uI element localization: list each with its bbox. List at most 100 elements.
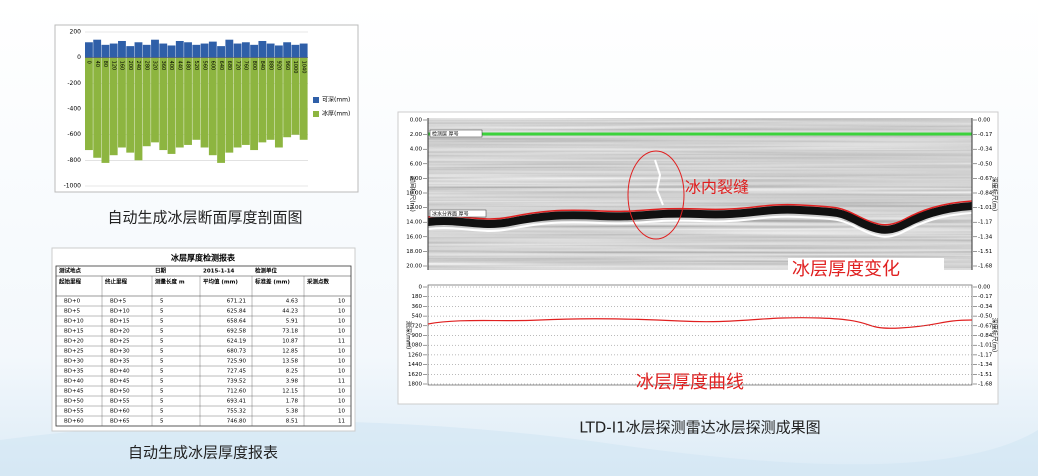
cell: BD+25 [110, 339, 130, 345]
interface-label: 冰水分界面 厚号 [432, 211, 469, 218]
cell: 13.58 [282, 359, 298, 365]
cell: 10 [338, 399, 345, 405]
cell: 5 [160, 389, 164, 395]
cell: 44.23 [282, 309, 298, 315]
axis-title: 深度标尺(m) [991, 318, 999, 353]
tick-label: -1.01 [978, 343, 992, 349]
x-tick-label: 1040 [300, 61, 306, 74]
x-tick-label: 480 [185, 61, 191, 71]
y-tick-label: -200 [67, 80, 81, 87]
cell: 11 [338, 379, 345, 385]
bar [151, 57, 159, 143]
cell: BD+10 [64, 319, 84, 325]
bar [241, 57, 250, 145]
tick-label: -1.51 [978, 372, 992, 378]
bar [291, 44, 300, 58]
cell: 5.91 [286, 319, 298, 325]
bar [151, 39, 159, 58]
tick-label: 0.00 [410, 118, 423, 124]
legend-label: 冰厚(mm) [322, 110, 350, 118]
tick-label: 6.00 [410, 161, 423, 167]
tick-label: 0.00 [978, 285, 991, 291]
info-cell: 2015-1-14 [203, 269, 235, 275]
bar [217, 57, 225, 163]
tick-label: -0.17 [978, 132, 993, 138]
tick-label: -1.17 [978, 220, 993, 226]
bar [118, 40, 126, 58]
bar [167, 57, 176, 154]
tick-label: -1.34 [978, 362, 993, 368]
layer-label: 检测层 厚号 [432, 131, 459, 138]
cell: BD+20 [64, 339, 84, 345]
x-tick-label: 840 [259, 61, 265, 71]
cell: BD+50 [110, 389, 130, 395]
tick-label: -0.34 [978, 147, 993, 153]
tick-label: 720 [412, 323, 423, 329]
interface-label-box [429, 209, 487, 218]
crack-outline [627, 150, 685, 240]
crack-echo [654, 159, 664, 206]
cell: 693.41 [227, 399, 246, 405]
cell: 671.21 [227, 299, 246, 305]
tick-label: 16.00 [406, 234, 422, 240]
header-cell: 标准差 (mm) [254, 278, 290, 286]
bar [175, 40, 184, 58]
info-cell: 检测单位 [255, 267, 278, 275]
cell: BD+55 [64, 409, 84, 415]
bar [274, 57, 283, 148]
cell: 5 [160, 299, 164, 305]
annotation: 冰层厚度曲线 [636, 372, 744, 393]
x-tick-label: 120 [110, 61, 116, 71]
tick-label: 0 [419, 285, 423, 291]
bar [225, 57, 234, 153]
cell: 5 [160, 419, 164, 425]
tick-label: 20.00 [406, 264, 422, 270]
x-tick-label: 280 [143, 61, 149, 71]
x-tick-label: 1000 [292, 61, 298, 74]
bar [274, 45, 283, 58]
info-cell: 日期 [155, 267, 167, 275]
bar [258, 57, 267, 143]
tick-label: -0.67 [978, 323, 993, 329]
cell: 5 [160, 329, 164, 335]
cell: 680.73 [227, 349, 247, 355]
cell: 5 [160, 369, 164, 375]
thickness-curve [427, 317, 973, 329]
x-tick-label: 920 [276, 61, 282, 71]
bar [283, 57, 292, 138]
bar [134, 42, 143, 58]
cell: BD+45 [64, 389, 84, 395]
bar [167, 45, 176, 58]
tick-label: -0.84 [978, 333, 993, 339]
bar [101, 44, 110, 58]
bar [266, 57, 275, 140]
cell: BD+5 [110, 299, 127, 305]
bar [159, 57, 168, 151]
legend-swatch [313, 97, 319, 103]
cell: 73.18 [282, 329, 298, 335]
cell: 10 [338, 369, 345, 375]
x-tick-label: 400 [168, 61, 174, 71]
cell: 11 [338, 339, 345, 345]
cell: 624.19 [227, 339, 247, 345]
x-tick-label: 880 [267, 61, 273, 71]
tick-label: 12.00 [406, 205, 422, 211]
thickness-trace [427, 200, 973, 226]
cell: BD+40 [64, 379, 84, 385]
cell: 8.51 [286, 419, 298, 425]
bar [291, 57, 300, 135]
bar [200, 43, 209, 58]
tick-label: 360 [412, 304, 423, 310]
cell: 727.45 [227, 369, 247, 375]
x-tick-label: 600 [210, 61, 216, 71]
x-tick-label: 960 [284, 61, 290, 71]
tick-label: -0.34 [978, 304, 993, 310]
cell: 10.87 [282, 339, 298, 345]
bar [208, 57, 217, 156]
x-tick-label: 680 [226, 61, 232, 71]
table-caption: 自动生成冰层厚度报表 [128, 444, 278, 462]
cell: 746.80 [227, 419, 247, 425]
cell: BD+35 [110, 359, 130, 365]
header-cell: 测量长度 m [155, 278, 185, 286]
bar [225, 39, 234, 58]
